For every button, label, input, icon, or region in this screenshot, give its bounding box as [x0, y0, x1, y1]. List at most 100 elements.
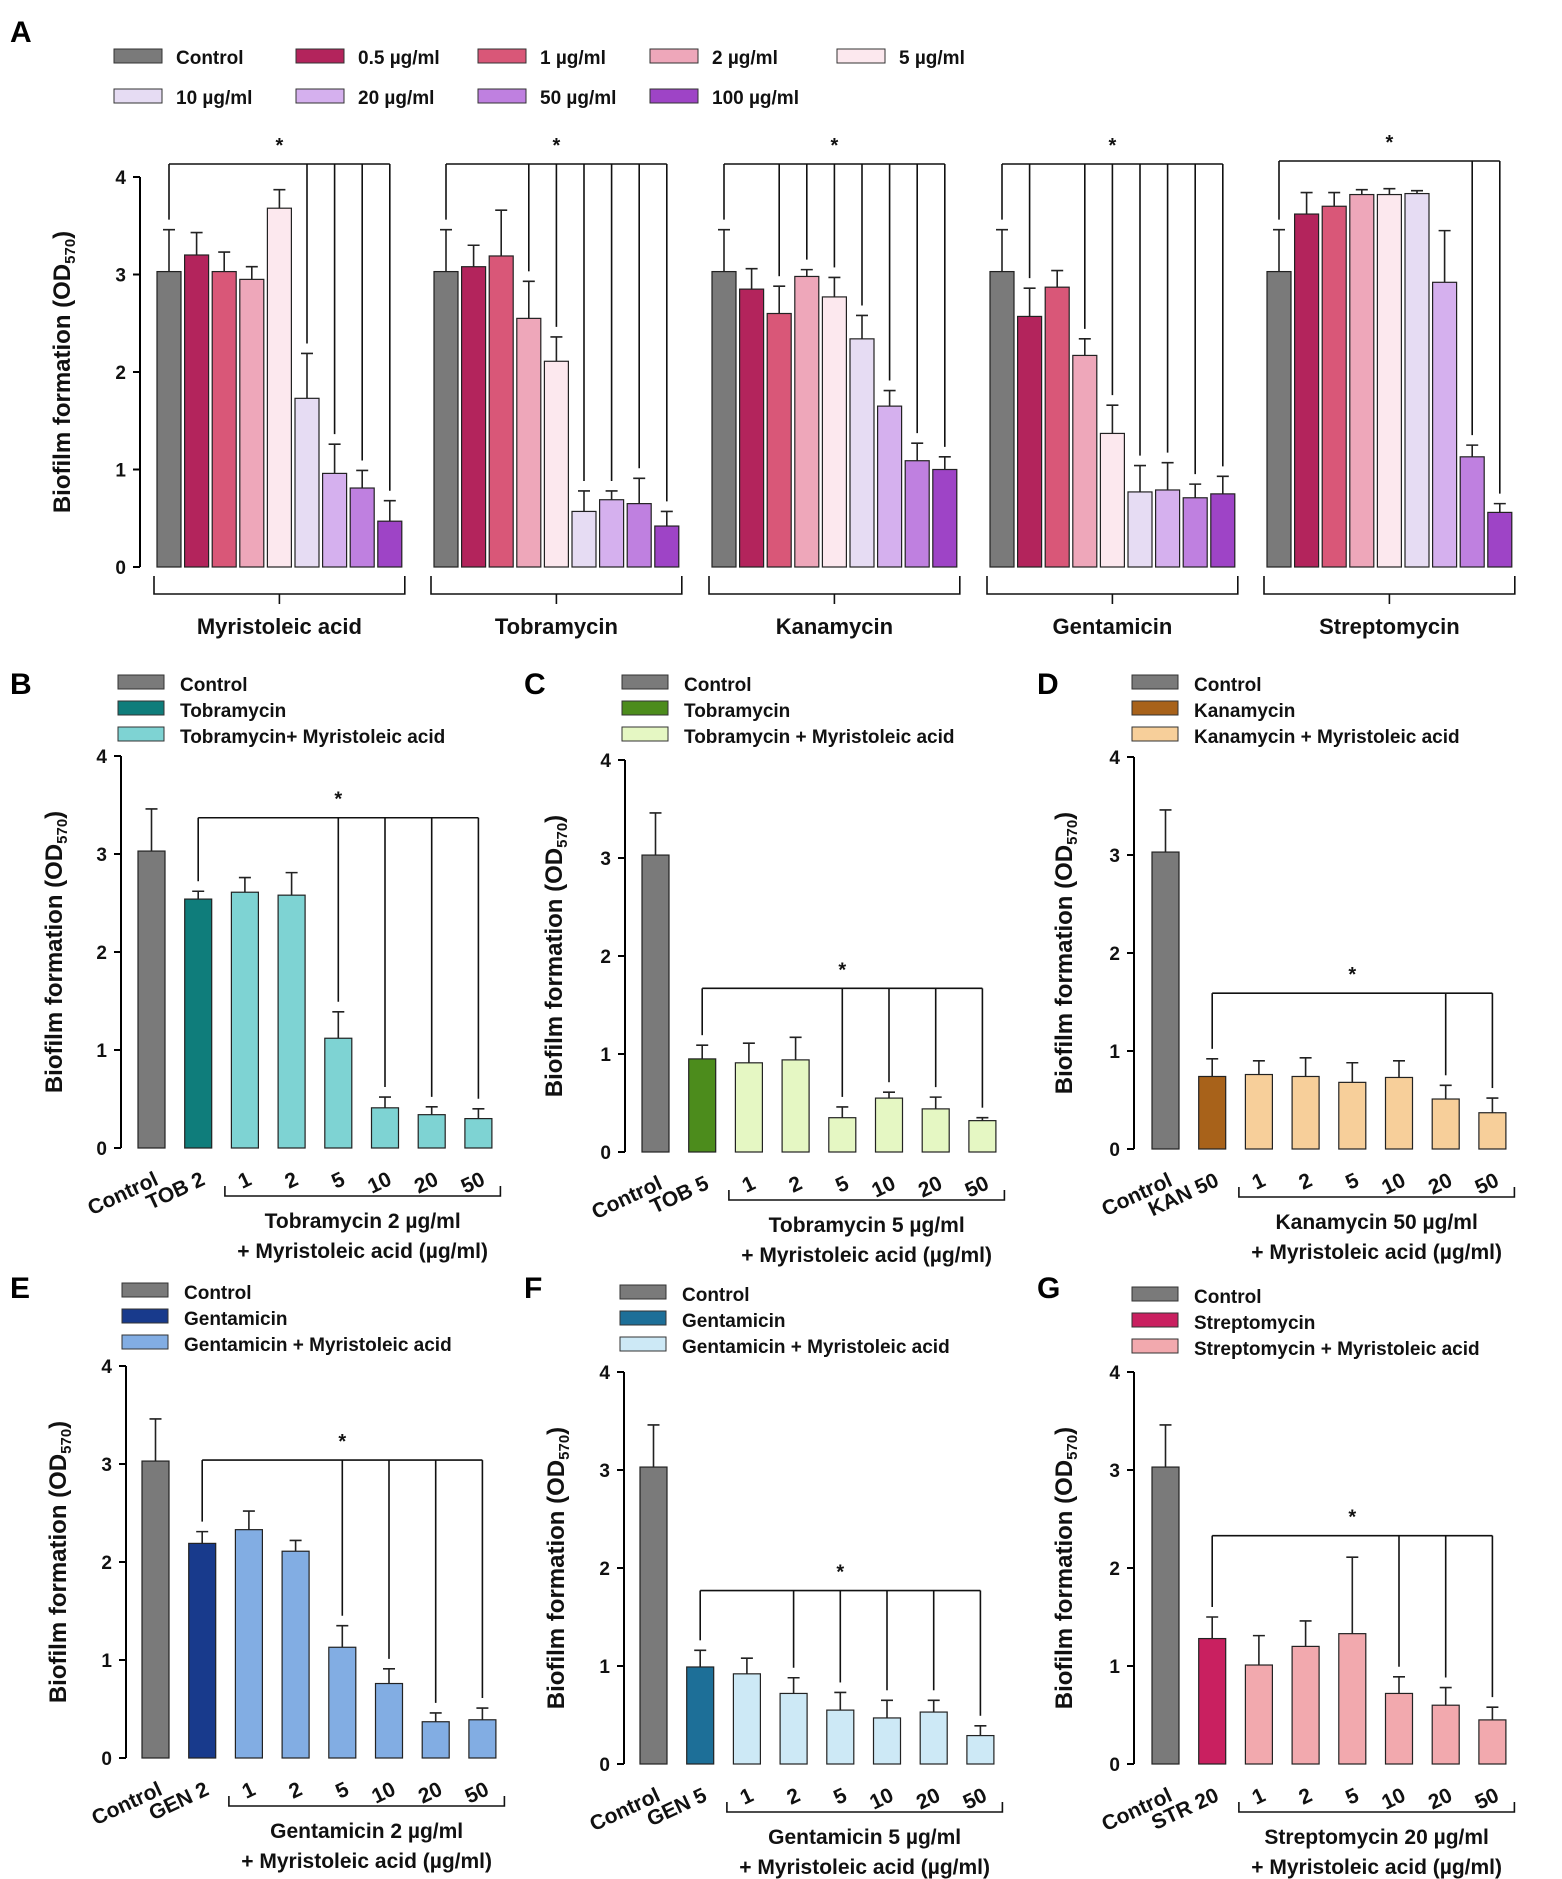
panel-b-bar	[137, 850, 166, 1149]
panel-d-bar	[1431, 1098, 1460, 1150]
panel-e-x-bracket	[228, 1796, 506, 1807]
panel-a-bar	[1404, 192, 1430, 568]
panel-f-bar	[966, 1734, 995, 1765]
panel-g-bar	[1431, 1704, 1460, 1765]
panel-b-x-bracket	[224, 1186, 502, 1197]
panel-b-legend-label: Tobramycin+ Myristoleic acid	[180, 727, 445, 748]
panel-d-error-bar	[1393, 1060, 1405, 1078]
panel-c-y-tick-label: 4	[600, 751, 611, 772]
panel-g-legend-label: Control	[1194, 1287, 1262, 1308]
panel-a-error-bar	[1411, 189, 1423, 194]
panel-f-category-label: 5	[830, 1784, 851, 1810]
panel-c-error-bar	[883, 1091, 895, 1099]
panel-a-bar	[989, 270, 1015, 568]
panel-d-category-label: 2	[1295, 1169, 1315, 1195]
panel-f-error-bar	[881, 1699, 893, 1718]
panel-d-y-tick-label: 3	[1109, 846, 1120, 867]
panel-f-bar	[919, 1711, 948, 1765]
panel-a-error-bar	[440, 228, 452, 272]
panel-a-error-bar	[328, 443, 341, 474]
panel-a-legend-swatch	[477, 48, 527, 64]
panel-c-legend-label: Tobramycin	[684, 701, 790, 722]
panel-f-error-bar	[694, 1649, 707, 1667]
panel-e-legend-swatch	[121, 1308, 169, 1324]
panel-a-error-bar	[1189, 483, 1202, 498]
panel-f-x-axis-label-2: + Myristoleic acid (µg/ml)	[739, 1856, 990, 1879]
panel-e-legend-swatch	[121, 1334, 169, 1350]
panel-c-error-bar	[649, 812, 662, 856]
panel-a-error-bar	[883, 389, 896, 407]
panel-a-bar	[738, 288, 765, 568]
panel-g-category-label: 1	[1249, 1784, 1270, 1810]
panel-d-error-bar	[1439, 1084, 1452, 1100]
panel-a-legend-swatch	[477, 88, 527, 104]
panel-e-error-bar	[242, 1510, 255, 1530]
panel-b-error-bar	[145, 808, 158, 852]
panel-b-bar	[464, 1117, 493, 1149]
panel-f-bar	[872, 1717, 902, 1765]
panel-a-legend-swatch	[649, 48, 699, 64]
panel-g-error-bar	[1346, 1556, 1359, 1634]
panel-g-y-axis-label: Biofilm formation (OD570)	[1051, 1427, 1081, 1709]
panel-a-error-bar	[550, 336, 563, 362]
panel-f-label: F	[524, 1272, 542, 1305]
panel-c-bar	[921, 1108, 950, 1153]
panel-f-category-label: 1	[737, 1784, 758, 1810]
panel-d-error-bar	[1206, 1058, 1219, 1077]
panel-a-bar	[488, 255, 514, 568]
panel-c-y-axis-label: Biofilm formation (OD570)	[541, 815, 571, 1097]
panel-a-error-bar	[633, 477, 646, 504]
panel-b-y-tick-label: 3	[96, 845, 107, 866]
panel-g-y-tick-label: 0	[1109, 1755, 1120, 1776]
panel-d-bar	[1198, 1075, 1227, 1150]
panel-a-sig-star: *	[276, 135, 284, 157]
panel-f-bar	[826, 1709, 855, 1765]
panel-b-bar	[370, 1107, 400, 1149]
panel-d-category-label: 50	[1472, 1169, 1503, 1200]
panel-b-legend-label: Control	[180, 675, 248, 696]
panel-a-bar	[1154, 489, 1181, 568]
panel-g-x-bracket	[1238, 1802, 1516, 1813]
panel-f-error-bar	[647, 1424, 660, 1468]
panel-b-y-axis-label: Biofilm formation (OD570)	[41, 811, 71, 1093]
panel-g-error-bar	[1486, 1706, 1499, 1720]
panel-c-error-bar	[976, 1116, 989, 1121]
panel-a-error-bar	[245, 265, 258, 280]
panel-a-error-bar	[1438, 229, 1451, 283]
panel-d-error-bar	[1252, 1060, 1265, 1075]
panel-a-legend-label: 10 µg/ml	[176, 88, 252, 109]
panel-e-legend-label: Gentamicin + Myristoleic acid	[184, 1335, 452, 1356]
panel-a-y-axis-label: Biofilm formation (OD570)	[49, 231, 79, 513]
panel-a-y-tick-label: 1	[115, 461, 126, 482]
panel-a-bar	[1431, 281, 1458, 568]
panel-g-label: G	[1037, 1272, 1060, 1305]
panel-a-bar	[1321, 205, 1347, 568]
panel-c-error-bar	[929, 1096, 942, 1109]
panel-a-error-bar	[828, 276, 841, 297]
panel-g-y-tick-label: 3	[1109, 1461, 1120, 1482]
panel-d-y-tick-label: 0	[1109, 1140, 1120, 1161]
panel-b-error-bar	[379, 1096, 391, 1108]
panel-e-label: E	[10, 1272, 30, 1305]
panel-b-bar	[324, 1037, 353, 1149]
panel-a-error-bar	[911, 442, 924, 461]
panel-c-error-bar	[789, 1036, 802, 1060]
panel-a-y-tick-label: 3	[115, 266, 126, 287]
panel-a-error-bar	[1161, 461, 1174, 490]
panel-f-legend-swatch	[619, 1310, 667, 1326]
panel-a-bar	[349, 487, 375, 568]
panel-a-bar	[184, 254, 210, 568]
panel-a-bar	[1099, 432, 1126, 568]
panel-a-error-bar	[1466, 444, 1479, 457]
panel-e-x-axis-label-1: Gentamicin 2 µg/ml	[270, 1820, 463, 1843]
panel-b-error-bar	[192, 890, 205, 900]
panel-e-category-label: 50	[462, 1778, 493, 1809]
panel-c-legend-label: Control	[684, 675, 752, 696]
panel-a-bar	[322, 472, 348, 568]
panel-a-bar	[876, 405, 903, 568]
panel-c-category-label: 2	[785, 1172, 805, 1198]
panel-d-bar	[1291, 1075, 1320, 1150]
panel-c-category-label: 10	[868, 1172, 899, 1203]
panel-g-y-tick-label: 4	[1109, 1363, 1120, 1384]
